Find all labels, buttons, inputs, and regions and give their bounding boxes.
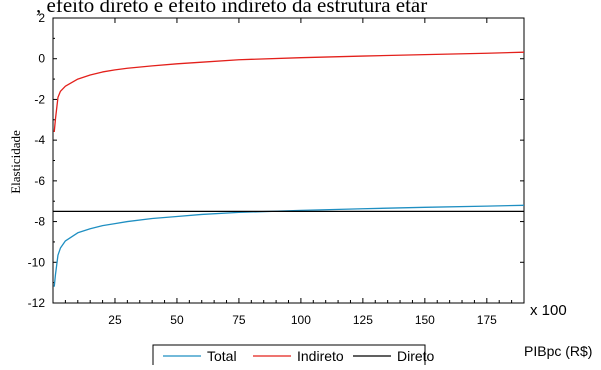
x-tick-label: 25 xyxy=(108,313,122,327)
x-tick-label: 50 xyxy=(170,313,184,327)
x-axis-label: PIBpc (R$) xyxy=(524,343,592,359)
legend-label-total: Total xyxy=(207,348,237,364)
y-tick-label: -10 xyxy=(28,255,46,269)
series-line-total xyxy=(53,204,525,287)
x-tick-label: 125 xyxy=(353,313,373,327)
y-tick-label: 0 xyxy=(38,52,45,66)
x-tick-label: 75 xyxy=(232,313,246,327)
x-axis-multiplier: x 100 xyxy=(530,302,567,319)
legend: Total Indireto Direto xyxy=(152,344,435,370)
x-tick-label: 175 xyxy=(477,313,497,327)
y-axis-ticks: 2 0 -2 -4 -6 -8 -10 -12 xyxy=(28,11,524,310)
x-axis-ticks: 25 50 75 100 125 150 175 xyxy=(64,18,513,327)
legend-label-indireto: Indireto xyxy=(297,348,344,364)
legend-box xyxy=(152,344,426,370)
x-tick-label: 150 xyxy=(415,313,435,327)
page-caption: , efeito direto e efeito indireto da est… xyxy=(36,0,427,17)
y-axis-label: Elasticidade xyxy=(8,130,23,194)
y-tick-label: -6 xyxy=(34,174,45,188)
y-tick-label: -8 xyxy=(34,215,45,229)
series-layer xyxy=(53,51,525,287)
x-tick-label: 100 xyxy=(291,313,311,327)
y-tick-label: -2 xyxy=(34,92,45,106)
y-tick-label: -4 xyxy=(34,133,45,147)
y-tick-label: -12 xyxy=(28,296,46,310)
legend-label-direto: Direto xyxy=(397,348,435,364)
y-tick-label: 2 xyxy=(38,11,45,25)
series-line-indireto xyxy=(53,51,525,133)
